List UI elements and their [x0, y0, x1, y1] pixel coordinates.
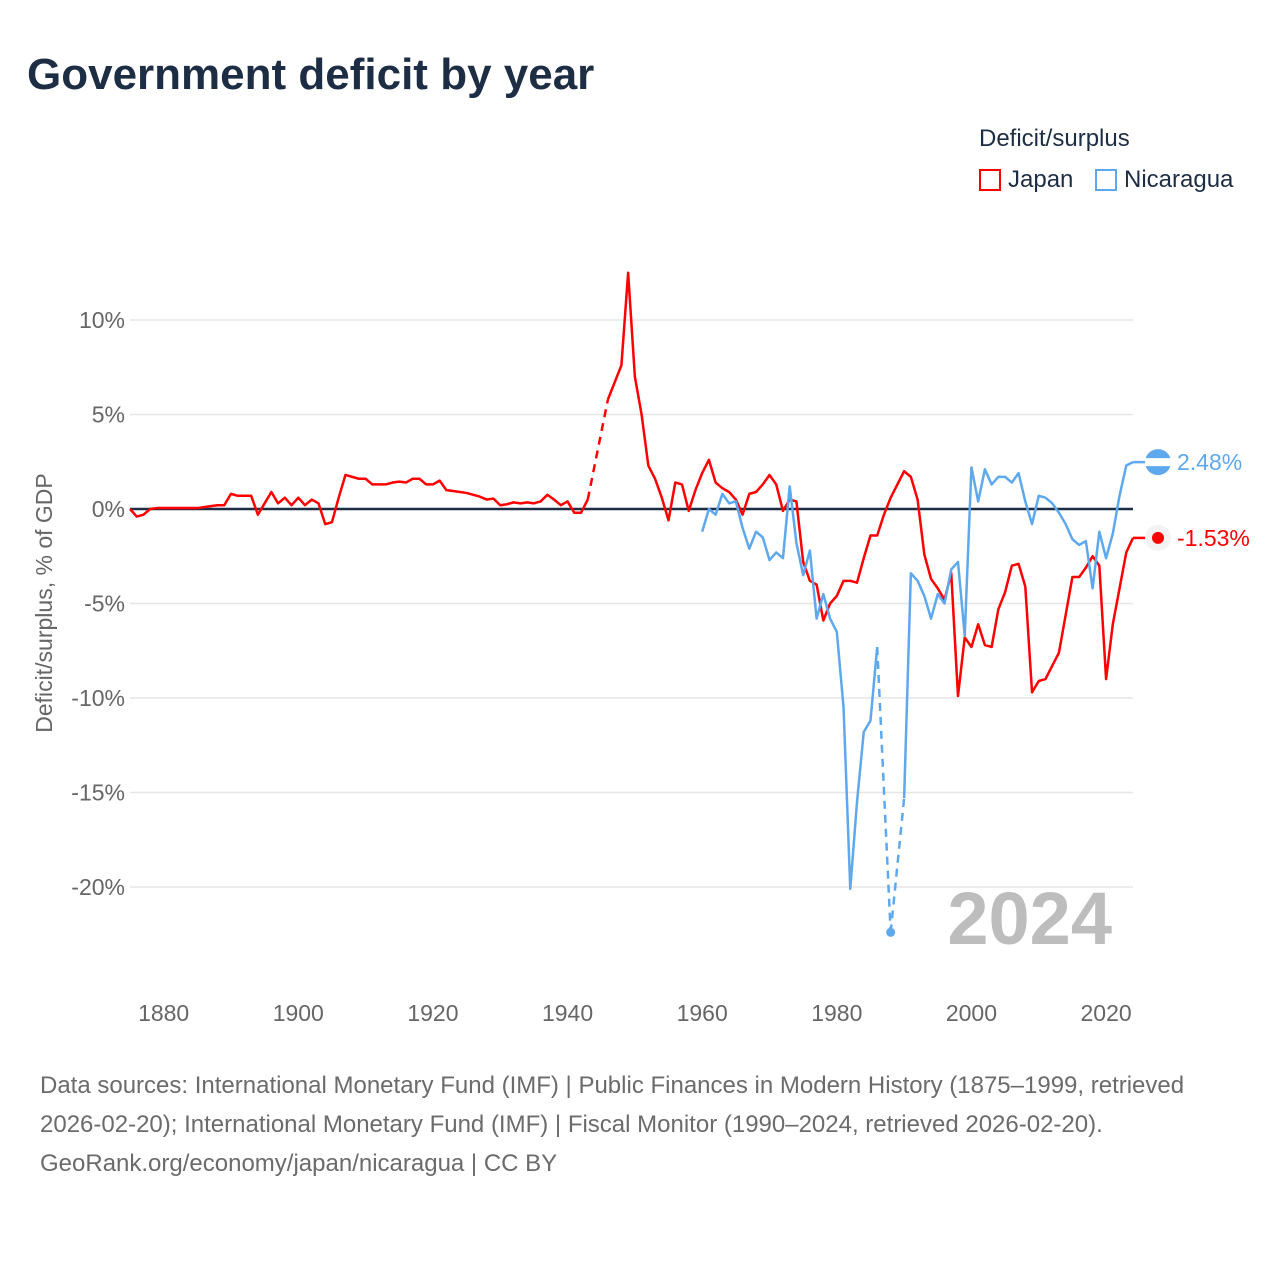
legend-item-japan[interactable]: Japan: [979, 166, 1073, 194]
x-tick-label: 1940: [542, 1000, 593, 1026]
x-tick-label: 1920: [407, 1000, 458, 1026]
legend-label-nicaragua: Nicaragua: [1124, 166, 1234, 193]
x-tick-label: 2000: [946, 1000, 997, 1026]
y-tick-label: -15%: [71, 780, 125, 806]
japan-swatch: [979, 169, 1001, 191]
footer: Data sources: International Monetary Fun…: [40, 1066, 1250, 1183]
x-tick-label: 1880: [138, 1000, 189, 1026]
x-tick-label: 2020: [1080, 1000, 1131, 1026]
legend-label-japan: Japan: [1008, 166, 1074, 193]
nicaragua-swatch: [1095, 169, 1117, 191]
line-chart: 10% 5% 0% -5% -10% -15% -20% 1880 1900 1920 1940 19…: [31, 271, 1250, 1026]
y-tick-label: 10%: [79, 307, 125, 333]
japan-flag-disc: [1152, 531, 1164, 544]
japan-gap-line: [586, 399, 610, 500]
y-tick-label: 0%: [92, 496, 125, 522]
year-label: 2024: [947, 877, 1112, 960]
nicaragua-flag-stripe: [1145, 458, 1171, 467]
legend-item-nicaragua[interactable]: Nicaragua: [1095, 166, 1233, 194]
x-tick-label: 1900: [273, 1000, 324, 1026]
nicaragua-end-label: 2.48%: [1177, 449, 1242, 475]
page-title: Government deficit by year: [27, 50, 595, 99]
nicaragua-gap-line: [875, 646, 892, 933]
japan-end-label: -1.53%: [1177, 525, 1250, 551]
y-tick-label: -10%: [71, 685, 125, 711]
nicaragua-line: [700, 461, 1134, 891]
x-tick-label: 1960: [677, 1000, 728, 1026]
credit-link[interactable]: GeoRank.org/economy/japan/nicaragua | CC…: [40, 1150, 558, 1177]
x-tick-label: 1980: [811, 1000, 862, 1026]
data-sources: Data sources: International Monetary Fun…: [40, 1072, 1185, 1138]
legend-title: Deficit/surplus: [979, 125, 1130, 152]
nicaragua-gap-line: [889, 798, 906, 933]
y-tick-label: -20%: [71, 874, 125, 900]
nicaragua-point: [886, 927, 896, 937]
y-axis-title: Deficit/surplus, % of GDP: [31, 473, 57, 732]
y-tick-label: 5%: [92, 402, 125, 428]
y-tick-label: -5%: [84, 591, 125, 617]
japan-line: [129, 271, 1135, 698]
